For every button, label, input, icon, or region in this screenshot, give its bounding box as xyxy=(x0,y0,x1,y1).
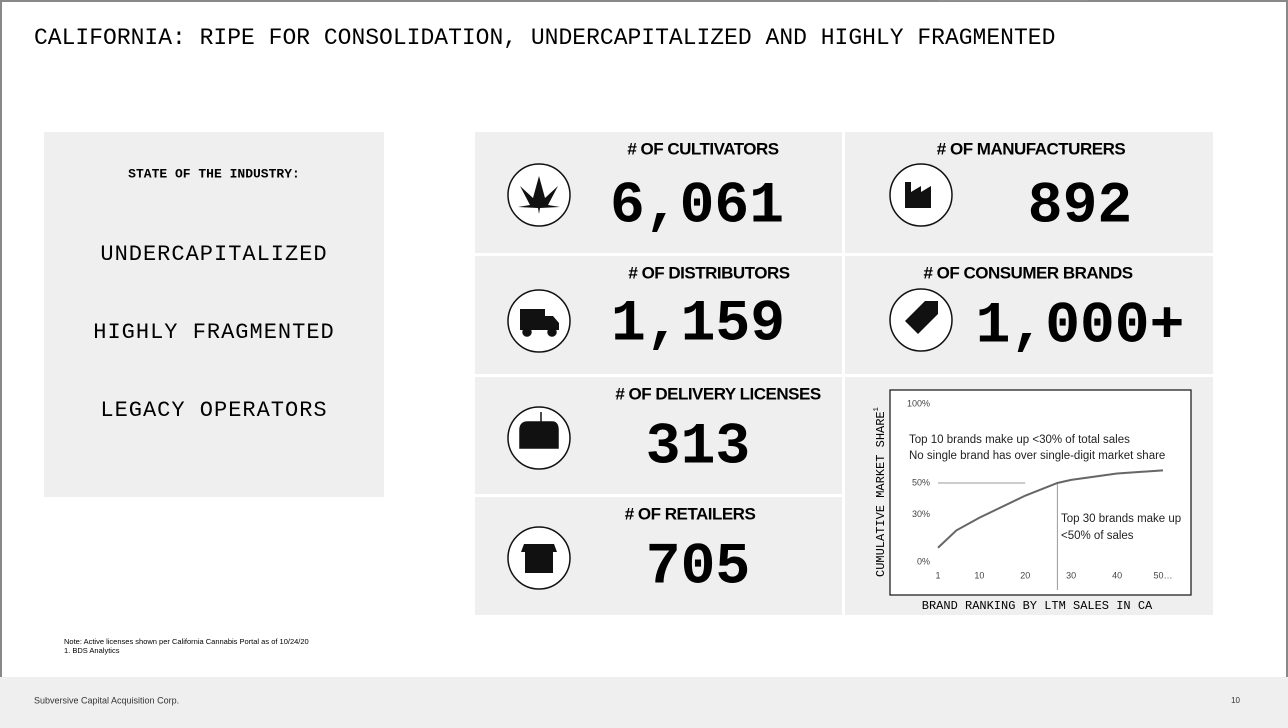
summary-item: UNDERCAPITALIZED xyxy=(100,242,327,267)
stat-value: 1,000+ xyxy=(976,294,1185,359)
summary-panel xyxy=(44,132,384,497)
x-tick-label: 10 xyxy=(974,570,984,580)
y-tick-label: 0% xyxy=(917,556,930,566)
y-tick-label: 100% xyxy=(907,398,930,408)
summary-item: LEGACY OPERATORS xyxy=(100,398,327,423)
icon-glyph xyxy=(518,176,560,214)
x-tick-label: 1 xyxy=(935,570,940,580)
stat-label: # OF DISTRIBUTORS xyxy=(628,263,789,282)
chart-frame xyxy=(889,389,1192,596)
stat-label: # OF MANUFACTURERS xyxy=(937,139,1126,158)
x-tick-label: 20 xyxy=(1020,570,1030,580)
summary-heading: STATE OF THE INDUSTRY: xyxy=(128,166,300,181)
y-axis-label-note: 1 xyxy=(873,407,881,411)
icon-glyph xyxy=(521,544,557,573)
stat-label: # OF CULTIVATORS xyxy=(627,139,778,158)
icon-glyph xyxy=(547,327,557,337)
stat-label: # OF RETAILERS xyxy=(625,504,756,523)
stat-value: 1,159 xyxy=(611,292,785,357)
note: Note: Active licenses shown per Californ… xyxy=(64,637,309,646)
y-axis-label: CUMULATIVE MARKET SHARE1 xyxy=(873,407,888,577)
annotation: No single brand has over single-digit ma… xyxy=(909,450,1165,462)
annotation: Top 30 brands make up xyxy=(1061,513,1181,525)
title: CALIFORNIA: RIPE FOR CONSOLIDATION, UNDE… xyxy=(34,25,1055,51)
note: 1. BDS Analytics xyxy=(64,646,120,655)
x-axis-label: BRAND RANKING BY LTM SALES IN CA xyxy=(922,599,1153,613)
icon-glyph xyxy=(519,412,559,449)
stat-label: # OF DELIVERY LICENSES xyxy=(615,384,820,403)
x-tick-label: 40 xyxy=(1112,570,1122,580)
x-tick-label: 30 xyxy=(1066,570,1076,580)
icon-glyph xyxy=(905,301,938,334)
stat-value: 892 xyxy=(1028,174,1132,239)
x-tick-label: 50… xyxy=(1153,570,1172,580)
page-number: 10 xyxy=(1231,696,1240,705)
footer-company: Subversive Capital Acquisition Corp. xyxy=(34,695,179,705)
annotation: Top 10 brands make up <30% of total sale… xyxy=(909,434,1130,446)
y-tick-label: 30% xyxy=(912,509,930,519)
stat-value: 6,061 xyxy=(610,174,784,239)
line-series xyxy=(937,469,1164,549)
icon-glyph xyxy=(522,327,532,337)
y-tick-label: 50% xyxy=(912,477,930,487)
icon-glyph xyxy=(905,182,931,208)
icons xyxy=(507,163,953,590)
summary-item: HIGHLY FRAGMENTED xyxy=(93,320,334,345)
icon-glyph xyxy=(520,309,559,330)
annotation: <50% of sales xyxy=(1061,530,1134,542)
y-axis-label-text: CUMULATIVE MARKET SHARE xyxy=(874,411,888,577)
stat-value: 705 xyxy=(646,535,750,600)
stat-label: # OF CONSUMER BRANDS xyxy=(923,263,1132,282)
stat-value: 313 xyxy=(646,415,750,480)
footer-bar xyxy=(0,677,1288,728)
